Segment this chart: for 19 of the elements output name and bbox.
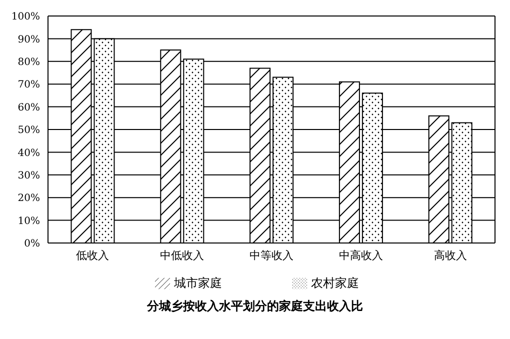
- y-tick-label: 70%: [18, 80, 40, 91]
- x-tick-label: 高收入: [434, 248, 467, 262]
- x-tick-label: 中等收入: [250, 248, 294, 262]
- y-tick-label: 40%: [18, 148, 40, 159]
- y-tick-label: 10%: [18, 216, 40, 227]
- legend-label: 农村家庭: [311, 276, 359, 290]
- y-tick-label: 30%: [18, 170, 40, 182]
- y-tick-label: 90%: [18, 34, 40, 46]
- x-tick-label: 低收入: [76, 248, 110, 262]
- y-tick-label: 100%: [11, 12, 40, 23]
- x-tick-label: 中低收入: [160, 248, 204, 262]
- y-tick-label: 80%: [18, 56, 40, 68]
- y-tick-label: 50%: [18, 125, 40, 136]
- legend-label: 城市家庭: [174, 276, 222, 290]
- y-tick-label: 20%: [18, 193, 40, 204]
- y-tick-label: 0%: [24, 238, 40, 250]
- y-tick-label: 60%: [18, 102, 40, 114]
- text: 分城乡按收入水平划分的家庭支出收入比: [146, 298, 364, 315]
- x-tick-label: 中高收入: [338, 248, 383, 262]
